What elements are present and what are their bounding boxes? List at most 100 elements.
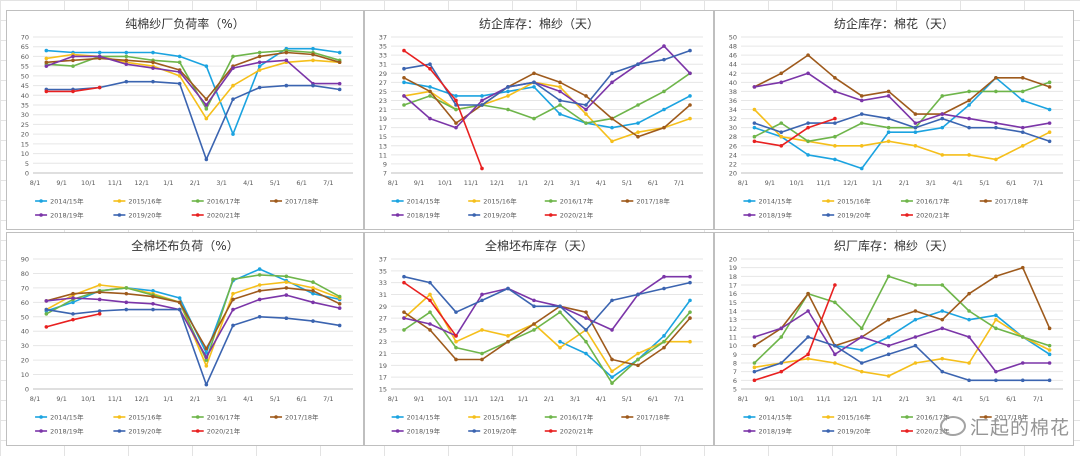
data-point — [402, 310, 406, 314]
data-point — [177, 60, 182, 65]
x-tick-label: 1/1 — [872, 179, 882, 187]
data-point — [859, 98, 864, 103]
y-tick-label: 37 — [379, 256, 387, 264]
chart-panel-greige-load[interactable]: 全棉坯布负荷（%） 0 10 20 30 40 50 60 70 80 90 8/1 9/1 10/1 11… — [6, 232, 364, 446]
series-line — [44, 54, 342, 107]
data-point — [913, 309, 918, 313]
data-point — [610, 328, 614, 332]
data-point — [337, 306, 342, 310]
data-point — [1020, 89, 1025, 94]
legend-label: 2016/17年 — [916, 413, 950, 422]
data-point — [940, 153, 945, 157]
data-point — [71, 54, 75, 59]
y-tick-label: 65 — [21, 43, 29, 51]
data-point — [886, 374, 891, 378]
data-point — [833, 343, 837, 348]
data-point — [940, 125, 945, 130]
legend-item: 2016/17年 — [191, 413, 241, 422]
x-tick-label: 1/1 — [518, 395, 528, 403]
data-point — [940, 326, 945, 331]
data-point — [337, 60, 342, 65]
legend-marker — [747, 213, 752, 217]
data-point — [886, 335, 891, 339]
data-point — [402, 274, 406, 279]
data-point — [1020, 125, 1025, 130]
data-point — [284, 50, 289, 55]
y-tick-label: 19 — [379, 115, 387, 123]
data-point — [688, 103, 692, 107]
data-point — [1047, 343, 1052, 348]
data-point — [662, 334, 666, 338]
x-tick-label: 6/1 — [1006, 395, 1016, 403]
legend-marker — [548, 415, 553, 419]
y-tick-label: 44 — [729, 61, 737, 69]
data-point — [311, 52, 315, 57]
legend-marker — [905, 199, 909, 203]
legend-item: 2017/18年 — [270, 197, 319, 206]
legend-marker — [117, 429, 122, 433]
x-tick-label: 7/1 — [1033, 395, 1043, 403]
data-point — [662, 345, 666, 350]
series-path — [403, 49, 691, 106]
x-tick-label: 10/1 — [438, 179, 453, 187]
data-point — [886, 317, 891, 322]
x-tick-label: 7/1 — [323, 179, 333, 187]
data-point — [428, 94, 432, 98]
legend-marker — [625, 415, 630, 419]
chart-title: 织厂库存：棉纱（天） — [834, 238, 954, 253]
data-point — [506, 334, 510, 338]
series-path — [403, 311, 691, 384]
y-tick-label: 20 — [729, 170, 737, 178]
legend-marker — [195, 429, 200, 433]
data-point — [688, 274, 692, 279]
x-tick-label: 1/1 — [163, 395, 173, 403]
legend-marker — [117, 199, 122, 203]
series-line — [752, 274, 1052, 365]
legend-marker — [747, 429, 752, 433]
data-point — [151, 60, 155, 65]
data-point — [806, 335, 810, 339]
data-point — [151, 50, 155, 55]
legend-label: 2019/20年 — [483, 427, 517, 436]
x-tick-label: 10/1 — [81, 395, 96, 403]
x-tick-label: 12/1 — [490, 395, 505, 403]
data-point — [428, 292, 432, 297]
chart-panel-greige-stock[interactable]: 全棉坯布库存（天） 15 17 19 21 23 25 27 29 31 33 35 37 8/1 9/1 1… — [364, 232, 714, 446]
data-point — [779, 361, 784, 365]
legend-label: 2020/21年 — [560, 211, 594, 220]
series-path — [754, 113, 1050, 143]
legend-item: 2020/21年 — [544, 427, 594, 436]
legend-marker — [826, 213, 830, 217]
data-point — [428, 116, 432, 121]
legend-item: 2014/15年 — [743, 413, 792, 422]
series-path — [403, 275, 691, 331]
x-tick-label: 6/1 — [648, 179, 658, 187]
data-point — [994, 121, 998, 125]
legend-label: 2015/16年 — [128, 197, 162, 206]
legend-item: 2020/21年 — [900, 427, 950, 436]
data-point — [779, 369, 784, 374]
chart-panel-weaver-yarn-stock[interactable]: 织厂库存：棉纱（天） 5 6 7 8 9 10 11 12 13 14 15 16 17 18 19 20 8/1… — [714, 232, 1074, 446]
y-tick-label: 45 — [21, 82, 29, 90]
chart-panel-yarn-load[interactable]: 纯棉纱厂负荷率（%） 0 5 10 15 20 25 30 35 40 45 50 55 60 65 70 8/… — [6, 10, 364, 230]
chart-panel-mill-yarn-stock[interactable]: 纺企库存：棉纱（天） 7 9 11 13 15 17 19 21 23 25 27 29 31 33 35 37… — [364, 10, 714, 230]
data-point — [1047, 121, 1052, 125]
legend-marker — [826, 415, 830, 419]
data-point — [779, 130, 784, 134]
data-point — [480, 292, 484, 297]
data-point — [752, 335, 757, 339]
legend-item: 2015/16年 — [468, 413, 517, 422]
y-tick-label: 15 — [729, 299, 737, 307]
data-point — [1020, 361, 1025, 365]
y-tick-label: 10 — [21, 150, 29, 158]
wechat-icon — [939, 416, 966, 436]
x-tick-label: 6/1 — [296, 179, 306, 187]
data-point — [662, 57, 666, 62]
data-point — [428, 280, 432, 285]
legend-marker — [274, 415, 278, 419]
data-point — [806, 139, 810, 144]
chart-panel-mill-cotton-stock[interactable]: 纺企库存：棉花（天） 20 22 24 26 28 30 32 34 36 38 40 42 44 46 48… — [714, 10, 1074, 230]
data-point — [610, 369, 614, 374]
data-point — [337, 294, 342, 299]
data-point — [940, 116, 945, 121]
